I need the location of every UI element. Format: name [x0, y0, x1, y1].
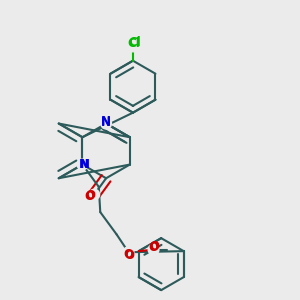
Text: O: O: [124, 248, 134, 261]
Text: O: O: [85, 190, 95, 202]
Text: N: N: [101, 116, 111, 129]
Text: Cl: Cl: [128, 37, 140, 50]
Text: N: N: [101, 115, 111, 128]
Circle shape: [101, 118, 112, 129]
Circle shape: [128, 41, 138, 52]
Circle shape: [77, 159, 88, 170]
Text: O: O: [148, 241, 159, 254]
Text: O: O: [149, 240, 159, 253]
Text: Cl: Cl: [128, 36, 141, 50]
Text: N: N: [79, 158, 89, 171]
Text: O: O: [124, 249, 134, 262]
Circle shape: [123, 247, 134, 258]
Text: N: N: [80, 158, 90, 171]
Circle shape: [148, 244, 159, 255]
Circle shape: [89, 189, 100, 200]
Text: O: O: [86, 189, 96, 202]
